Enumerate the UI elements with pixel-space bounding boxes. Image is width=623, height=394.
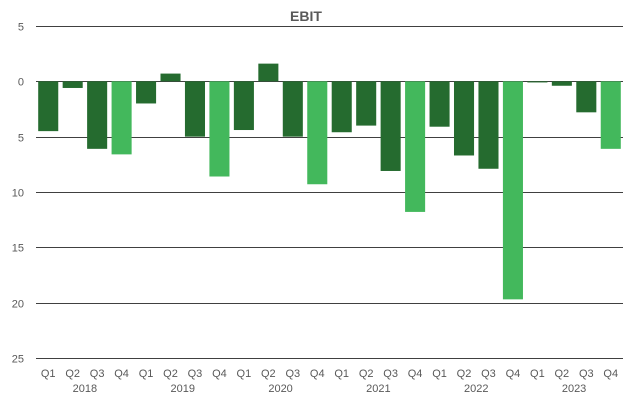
bar-q4 — [209, 81, 230, 177]
chart-title: EBIT — [290, 8, 322, 24]
bar-q2 — [62, 81, 83, 88]
x-tick-label: Q1 — [432, 368, 447, 380]
x-tick-label: Q4 — [506, 368, 521, 380]
bar-q4 — [111, 81, 132, 155]
x-tick-label: Q2 — [555, 368, 570, 380]
x-tick-label: Q3 — [481, 368, 496, 380]
x-tick-label: Q3 — [579, 368, 594, 380]
x-tick-label: Q4 — [310, 368, 325, 380]
bar-q1 — [429, 81, 450, 127]
x-tick-label: Q4 — [408, 368, 423, 380]
year-label: 2022 — [464, 383, 488, 394]
bar-q4 — [600, 81, 621, 149]
x-tick-label: Q2 — [65, 368, 80, 380]
x-tick-label: Q1 — [530, 368, 545, 380]
x-tick-label: Q4 — [603, 368, 618, 380]
x-tick-label: Q3 — [188, 368, 203, 380]
y-tick-label: 5 — [18, 22, 24, 34]
y-tick-label: 0 — [18, 77, 24, 89]
x-tick-label: Q2 — [163, 368, 178, 380]
x-tick-label: Q2 — [261, 368, 276, 380]
bar-q2 — [160, 73, 181, 82]
y-tick-label: 15 — [12, 243, 24, 255]
year-label: 2020 — [268, 383, 292, 394]
y-axis-tick-labels: 5 0 5 10 15 20 25 — [12, 22, 24, 366]
year-label: 2019 — [171, 383, 195, 394]
grid-lines — [36, 26, 623, 359]
year-label: 2021 — [366, 383, 390, 394]
bar-q1 — [331, 81, 352, 133]
bar-q3 — [282, 81, 303, 137]
x-tick-label: Q4 — [114, 368, 129, 380]
x-tick-label: Q4 — [212, 368, 227, 380]
x-tick-label: Q3 — [285, 368, 300, 380]
bar-q1 — [527, 81, 548, 83]
bar-q3 — [87, 81, 108, 149]
bar-q4 — [307, 81, 328, 185]
bar-q3 — [184, 81, 206, 137]
y-tick-label: 5 — [18, 133, 24, 145]
x-tick-label: Q2 — [457, 368, 472, 380]
bar-q2 — [258, 63, 279, 82]
y-tick-label: 10 — [12, 188, 24, 200]
year-label: 2023 — [562, 383, 586, 394]
bar-q2 — [551, 81, 572, 86]
bars — [38, 63, 621, 300]
x-tick-label: Q2 — [359, 368, 374, 380]
bar-q3 — [478, 81, 499, 169]
y-tick-label: 25 — [12, 354, 24, 366]
bar-q2 — [356, 81, 377, 126]
x-tick-label: Q1 — [139, 368, 154, 380]
x-axis-tick-labels: Q1 Q2 Q3 Q4 Q1 Q2 Q3 Q4 Q1 Q2 Q3 Q4 Q1 Q2 Q3 Q4 Q1 Q2 Q3 Q4… — [41, 368, 618, 380]
bar-q3 — [380, 81, 401, 171]
bar-q2 — [453, 81, 475, 156]
y-tick-label: 20 — [12, 299, 24, 311]
year-label: 2018 — [73, 383, 97, 394]
bar-q1 — [233, 81, 254, 131]
x-tick-label: Q1 — [237, 368, 252, 380]
bar-q3 — [576, 81, 597, 113]
bar-q4 — [405, 81, 426, 212]
x-tick-label: Q3 — [90, 368, 105, 380]
bar-q1 — [136, 81, 157, 104]
x-tick-label: Q3 — [383, 368, 398, 380]
bar-q4 — [502, 81, 523, 300]
x-tick-label: Q1 — [334, 368, 349, 380]
x-tick-label: Q1 — [41, 368, 56, 380]
x-axis-year-labels: 2018 2019 2020 2021 2022 2023 — [73, 383, 587, 394]
bar-q1 — [38, 81, 59, 132]
